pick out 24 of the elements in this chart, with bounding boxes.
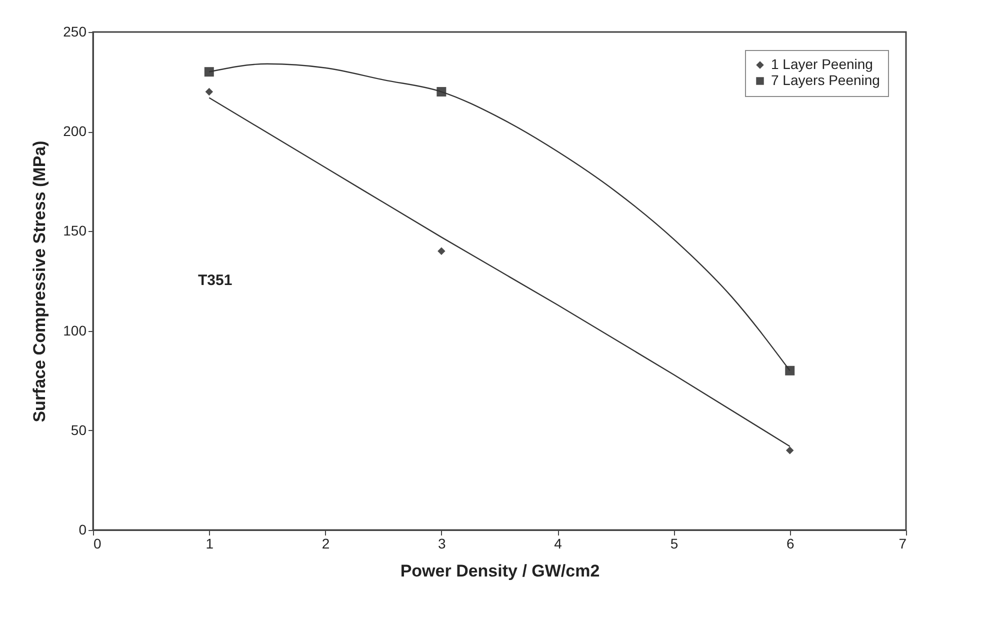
y-axis-title: Surface Compressive Stress (MPa) (30, 140, 50, 422)
x-tick-label: 4 (554, 536, 562, 552)
x-tick-label: 5 (670, 536, 678, 552)
x-tick-label: 2 (322, 536, 330, 552)
legend-label: 1 Layer Peening (771, 56, 873, 72)
y-tick-label: 50 (70, 422, 87, 438)
y-tick-label: 150 (63, 222, 87, 239)
annotation: T351 (198, 272, 232, 289)
point (786, 446, 794, 454)
x-tick-label: 6 (786, 536, 794, 552)
point (785, 366, 795, 376)
point (205, 88, 214, 96)
x-axis-title: Power Density / GW/cm2 (400, 562, 600, 580)
y-tick-label: 250 (63, 24, 87, 40)
x-tick-label: 0 (94, 536, 102, 552)
y-tick-label: 0 (78, 522, 87, 538)
x-tick-label: 7 (898, 536, 907, 552)
y-tick-label: 200 (63, 123, 87, 140)
point (204, 67, 214, 77)
legend-label: 7 Layers Peening (771, 72, 880, 88)
x-tick-label: 3 (438, 536, 446, 552)
y-tick-label: 100 (63, 322, 87, 338)
x-tick-label: 1 (206, 536, 214, 552)
point (438, 247, 446, 255)
